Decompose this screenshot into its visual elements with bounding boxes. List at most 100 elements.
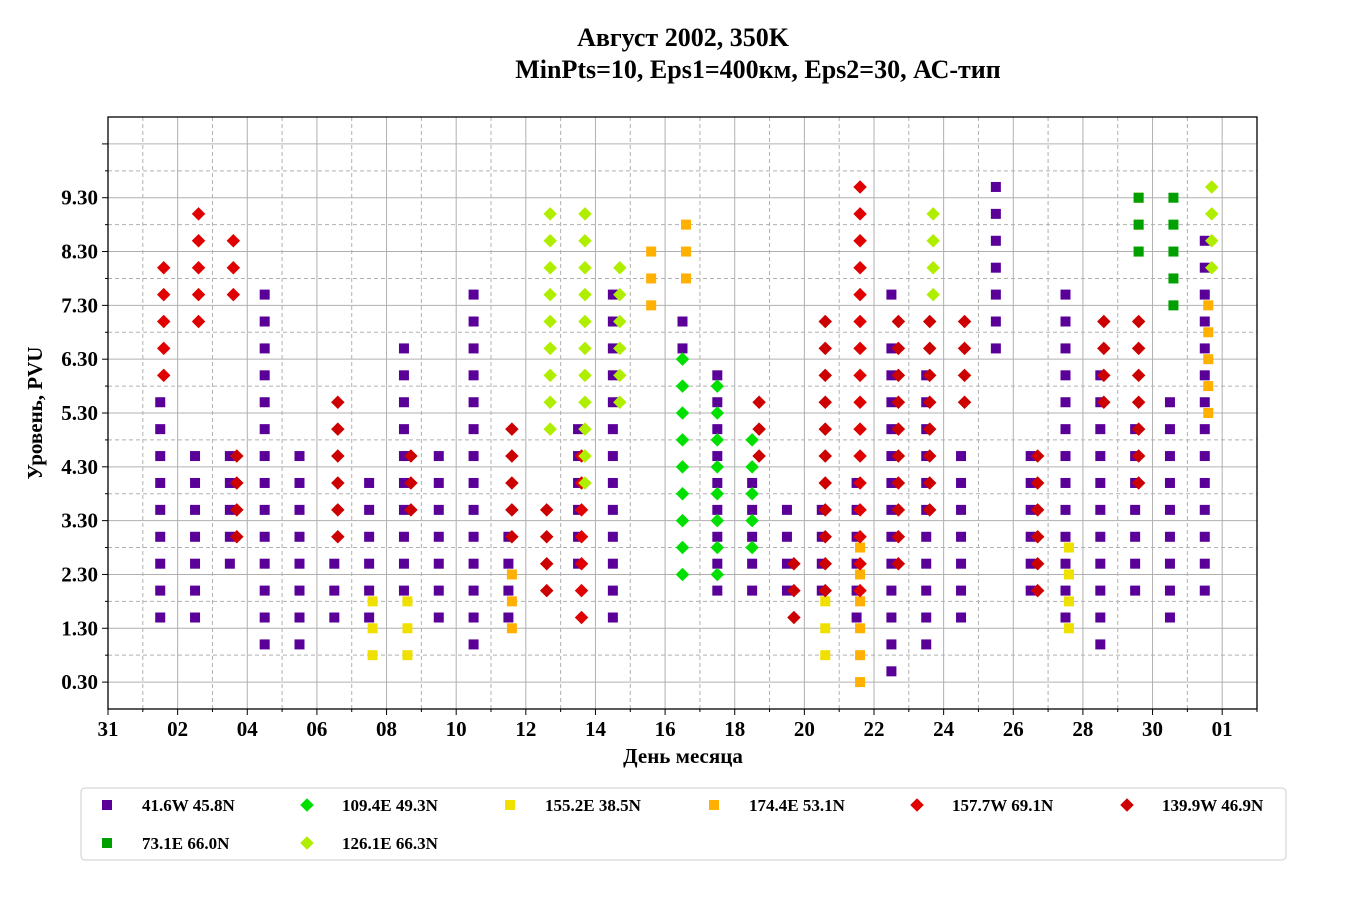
data-point: [1131, 449, 1146, 463]
data-point: [891, 530, 906, 544]
data-point: [468, 531, 479, 542]
data-point: [752, 449, 766, 463]
data-point: [886, 612, 897, 623]
data-point: [613, 368, 627, 383]
data-point: [155, 504, 166, 515]
data-point: [646, 273, 657, 284]
data-point: [712, 531, 723, 542]
data-point: [226, 234, 241, 248]
data-point: [226, 287, 241, 302]
data-point: [922, 476, 937, 490]
data-point: [1097, 395, 1111, 409]
data-point: [1199, 316, 1210, 327]
data-point: [680, 219, 691, 230]
x-tick-label: 10: [446, 717, 467, 741]
data-point: [1168, 246, 1179, 257]
data-point: [578, 207, 592, 221]
data-point: [818, 476, 833, 490]
data-point: [1199, 531, 1210, 542]
data-point: [1133, 219, 1144, 230]
data-point: [922, 395, 937, 409]
data-point: [853, 180, 867, 194]
x-tick-label: 12: [515, 717, 536, 741]
data-point: [1168, 300, 1179, 311]
data-point: [886, 424, 897, 435]
data-point: [1060, 289, 1071, 300]
data-point: [364, 477, 375, 488]
data-point: [1204, 180, 1219, 194]
data-point: [224, 531, 235, 542]
data-point: [468, 612, 479, 623]
data-point: [675, 513, 690, 528]
data-point: [680, 246, 691, 257]
data-point: [259, 477, 270, 488]
data-point: [675, 433, 690, 447]
data-point: [675, 460, 690, 474]
data-point: [543, 341, 557, 356]
data-point: [230, 449, 244, 463]
data-point: [543, 422, 557, 436]
data-point: [155, 397, 166, 408]
data-point: [1097, 341, 1111, 356]
data-point: [1131, 422, 1146, 436]
data-point: [957, 314, 972, 329]
data-point: [710, 540, 725, 555]
data-point: [613, 314, 627, 329]
data-point: [224, 477, 235, 488]
data-point: [190, 612, 201, 623]
data-point: [1164, 585, 1175, 596]
data-point: [712, 585, 723, 596]
data-point: [468, 504, 479, 515]
data-point: [505, 530, 519, 544]
data-point: [1063, 596, 1074, 607]
data-point: [578, 314, 592, 329]
data-point: [677, 343, 688, 354]
data-point: [1199, 451, 1210, 462]
data-point: [1164, 612, 1175, 623]
data-point: [331, 476, 345, 490]
data-point: [853, 368, 867, 383]
data-point: [578, 260, 592, 275]
data-point: [886, 343, 897, 354]
data-point: [404, 449, 418, 463]
data-point: [1131, 476, 1146, 490]
data-point: [155, 558, 166, 569]
data-point: [855, 650, 866, 661]
data-point: [364, 504, 375, 515]
data-point: [1199, 504, 1210, 515]
data-point: [712, 504, 723, 515]
data-point: [891, 368, 906, 383]
data-point: [543, 314, 557, 329]
data-point: [712, 424, 723, 435]
data-point: [818, 422, 833, 436]
data-point: [886, 666, 897, 677]
data-point: [259, 639, 270, 650]
legend-marker: [300, 798, 314, 812]
data-point: [1095, 531, 1106, 542]
data-point: [574, 583, 589, 598]
data-point: [259, 504, 270, 515]
data-point: [543, 368, 557, 383]
data-point: [539, 530, 554, 544]
data-point: [957, 341, 972, 356]
data-point: [921, 639, 932, 650]
data-point: [578, 422, 592, 436]
data-point: [781, 585, 792, 596]
data-point: [1199, 424, 1210, 435]
data-point: [853, 449, 867, 463]
data-point: [818, 449, 833, 463]
data-point: [1060, 316, 1071, 327]
data-point: [675, 540, 690, 555]
data-point: [1133, 192, 1144, 203]
data-point: [1168, 192, 1179, 203]
data-point: [294, 531, 305, 542]
data-point: [1060, 504, 1071, 515]
data-point: [331, 503, 345, 517]
data-point: [990, 316, 1001, 327]
data-point: [468, 477, 479, 488]
y-tick-label: 9.30: [61, 186, 98, 210]
data-point: [1030, 449, 1045, 463]
data-point: [331, 449, 345, 463]
data-point: [1095, 477, 1106, 488]
data-point: [891, 395, 906, 409]
